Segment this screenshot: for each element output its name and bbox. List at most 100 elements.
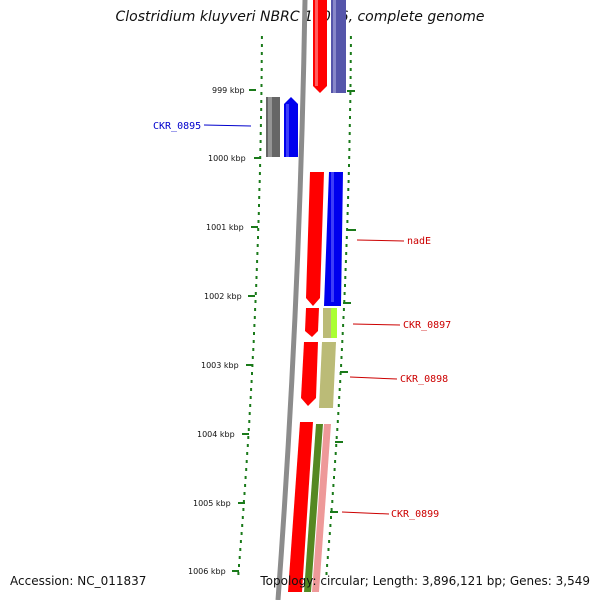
inner-scale-dot: [239, 540, 242, 543]
outer-scale-dot: [331, 500, 334, 503]
outer-scale-dot: [336, 420, 339, 423]
scale-labels: 999 kbp 1000 kbp 1001 kbp 1002 kbp 1003 …: [188, 86, 261, 576]
outer-scale-dot: [346, 212, 349, 215]
inner-scale-dot: [260, 116, 262, 119]
outer-scale-dot: [334, 452, 337, 455]
inner-scale-dot: [258, 188, 261, 191]
outer-scale-dot: [342, 316, 345, 319]
scale-label-1006: 1006 kbp: [188, 567, 226, 576]
outer-scale-dot: [343, 292, 346, 295]
gene-ckr0899-darkgreen: [304, 424, 323, 592]
outer-scale-dot: [334, 460, 337, 463]
outer-scale-dot: [341, 340, 344, 343]
outer-scale-dot: [349, 92, 352, 95]
gene-blue-highlight: [286, 104, 289, 157]
outer-scale-dot: [338, 396, 341, 399]
inner-scale-dot: [242, 500, 245, 503]
inner-scale-dot: [260, 36, 263, 39]
inner-scale-dot: [239, 548, 242, 551]
outer-scale-dot: [327, 548, 330, 551]
inner-scale-dot: [253, 316, 256, 319]
outer-scale-dot: [333, 468, 336, 471]
outer-scale-dot: [346, 220, 349, 223]
inner-scale-dot: [249, 396, 252, 399]
gene-ckr0898-red: [301, 342, 318, 406]
outer-scale-dot: [325, 572, 328, 575]
inner-scale-dot: [243, 492, 246, 495]
inner-scale-dot: [247, 428, 250, 431]
outer-scale-dot: [344, 284, 346, 287]
gene-ckr0897-red: [305, 308, 319, 337]
outer-scale-dot: [336, 428, 339, 431]
outer-scale-dot: [331, 492, 334, 495]
inner-scale-dot: [259, 164, 262, 167]
inner-scale-dot: [252, 340, 255, 343]
scale-label-1005: 1005 kbp: [193, 499, 231, 508]
scale-label-1002: 1002 kbp: [204, 292, 242, 301]
gene-nadE-red: [306, 172, 324, 306]
gene-gray-highlight: [268, 97, 272, 157]
inner-scale-dot: [260, 92, 263, 95]
outer-scale-dot: [349, 84, 352, 87]
outer-scale-dot: [333, 476, 335, 479]
inner-scale-dot: [244, 484, 247, 487]
inner-scale-dot: [260, 84, 263, 87]
gene-top-red-highlight: [315, 0, 318, 86]
outer-scale-dot: [328, 540, 331, 543]
gene-label-ckr0898[interactable]: CKR_0898: [400, 374, 448, 385]
inner-scale-dot: [257, 236, 259, 239]
outer-scale-dot: [347, 180, 350, 183]
inner-scale-dot: [260, 100, 263, 103]
outer-scale-dot: [349, 68, 352, 71]
gene-ckr0897-lime: [331, 308, 337, 338]
gene-ckr0897-olive: [323, 308, 332, 338]
inner-scale-dot: [242, 508, 245, 511]
inner-scale-dot: [254, 292, 257, 295]
inner-scale-dot: [251, 356, 254, 359]
gene-label-nadE[interactable]: nadE: [407, 236, 431, 247]
outer-scale-dot: [345, 252, 348, 255]
outer-scale-dot: [339, 372, 342, 375]
inner-scale-dot: [258, 196, 261, 199]
outer-scale-dot: [349, 60, 352, 63]
inner-scale: [237, 36, 263, 575]
outer-scale-dot: [335, 444, 338, 447]
outer-scale-dot: [349, 76, 352, 79]
outer-scale-dot: [340, 356, 343, 359]
outer-scale-dot: [337, 412, 340, 415]
inner-scale-dot: [258, 204, 260, 207]
outer-scale-dot: [340, 348, 343, 351]
inner-scale-dot: [249, 404, 252, 407]
gene-label-ckr0897[interactable]: CKR_0897: [403, 320, 451, 331]
outer-scale-dot: [348, 140, 351, 143]
inner-scale-dot: [259, 148, 262, 151]
outer-scale-dot: [342, 324, 345, 327]
outer-scale-dot: [335, 436, 338, 439]
inner-scale-dot: [260, 44, 263, 47]
outer-scale-dot: [344, 268, 347, 271]
outer-scale-dot: [339, 380, 342, 383]
inner-scale-dot: [258, 172, 261, 175]
outer-scale-dot: [348, 156, 351, 159]
outer-major-ticks: [330, 90, 356, 513]
inner-scale-dot: [253, 332, 255, 335]
inner-scale-dot: [250, 380, 253, 383]
inner-scale-dot: [240, 532, 243, 535]
inner-scale-dot: [250, 388, 253, 391]
outer-scale-dot: [344, 276, 347, 279]
outer-scale-dot: [345, 236, 348, 239]
inner-scale-dot: [241, 516, 244, 519]
inner-scale-dot: [259, 132, 262, 135]
inner-scale-dot: [246, 452, 249, 455]
outer-scale-dot: [349, 108, 352, 111]
inner-scale-dot: [260, 52, 263, 55]
gene-label-ckr0895[interactable]: CKR_0895: [153, 121, 201, 132]
outer-scale-dot: [342, 308, 345, 311]
inner-scale-dot: [256, 252, 259, 255]
genome-title: Clostridium kluyveri NBRC 12016, complet…: [115, 9, 485, 25]
inner-scale-dot: [241, 524, 244, 527]
outer-scale-dot: [348, 148, 351, 151]
gene-ckr0898-olive: [319, 342, 336, 408]
gene-label-ckr0899[interactable]: CKR_0899: [391, 509, 439, 520]
